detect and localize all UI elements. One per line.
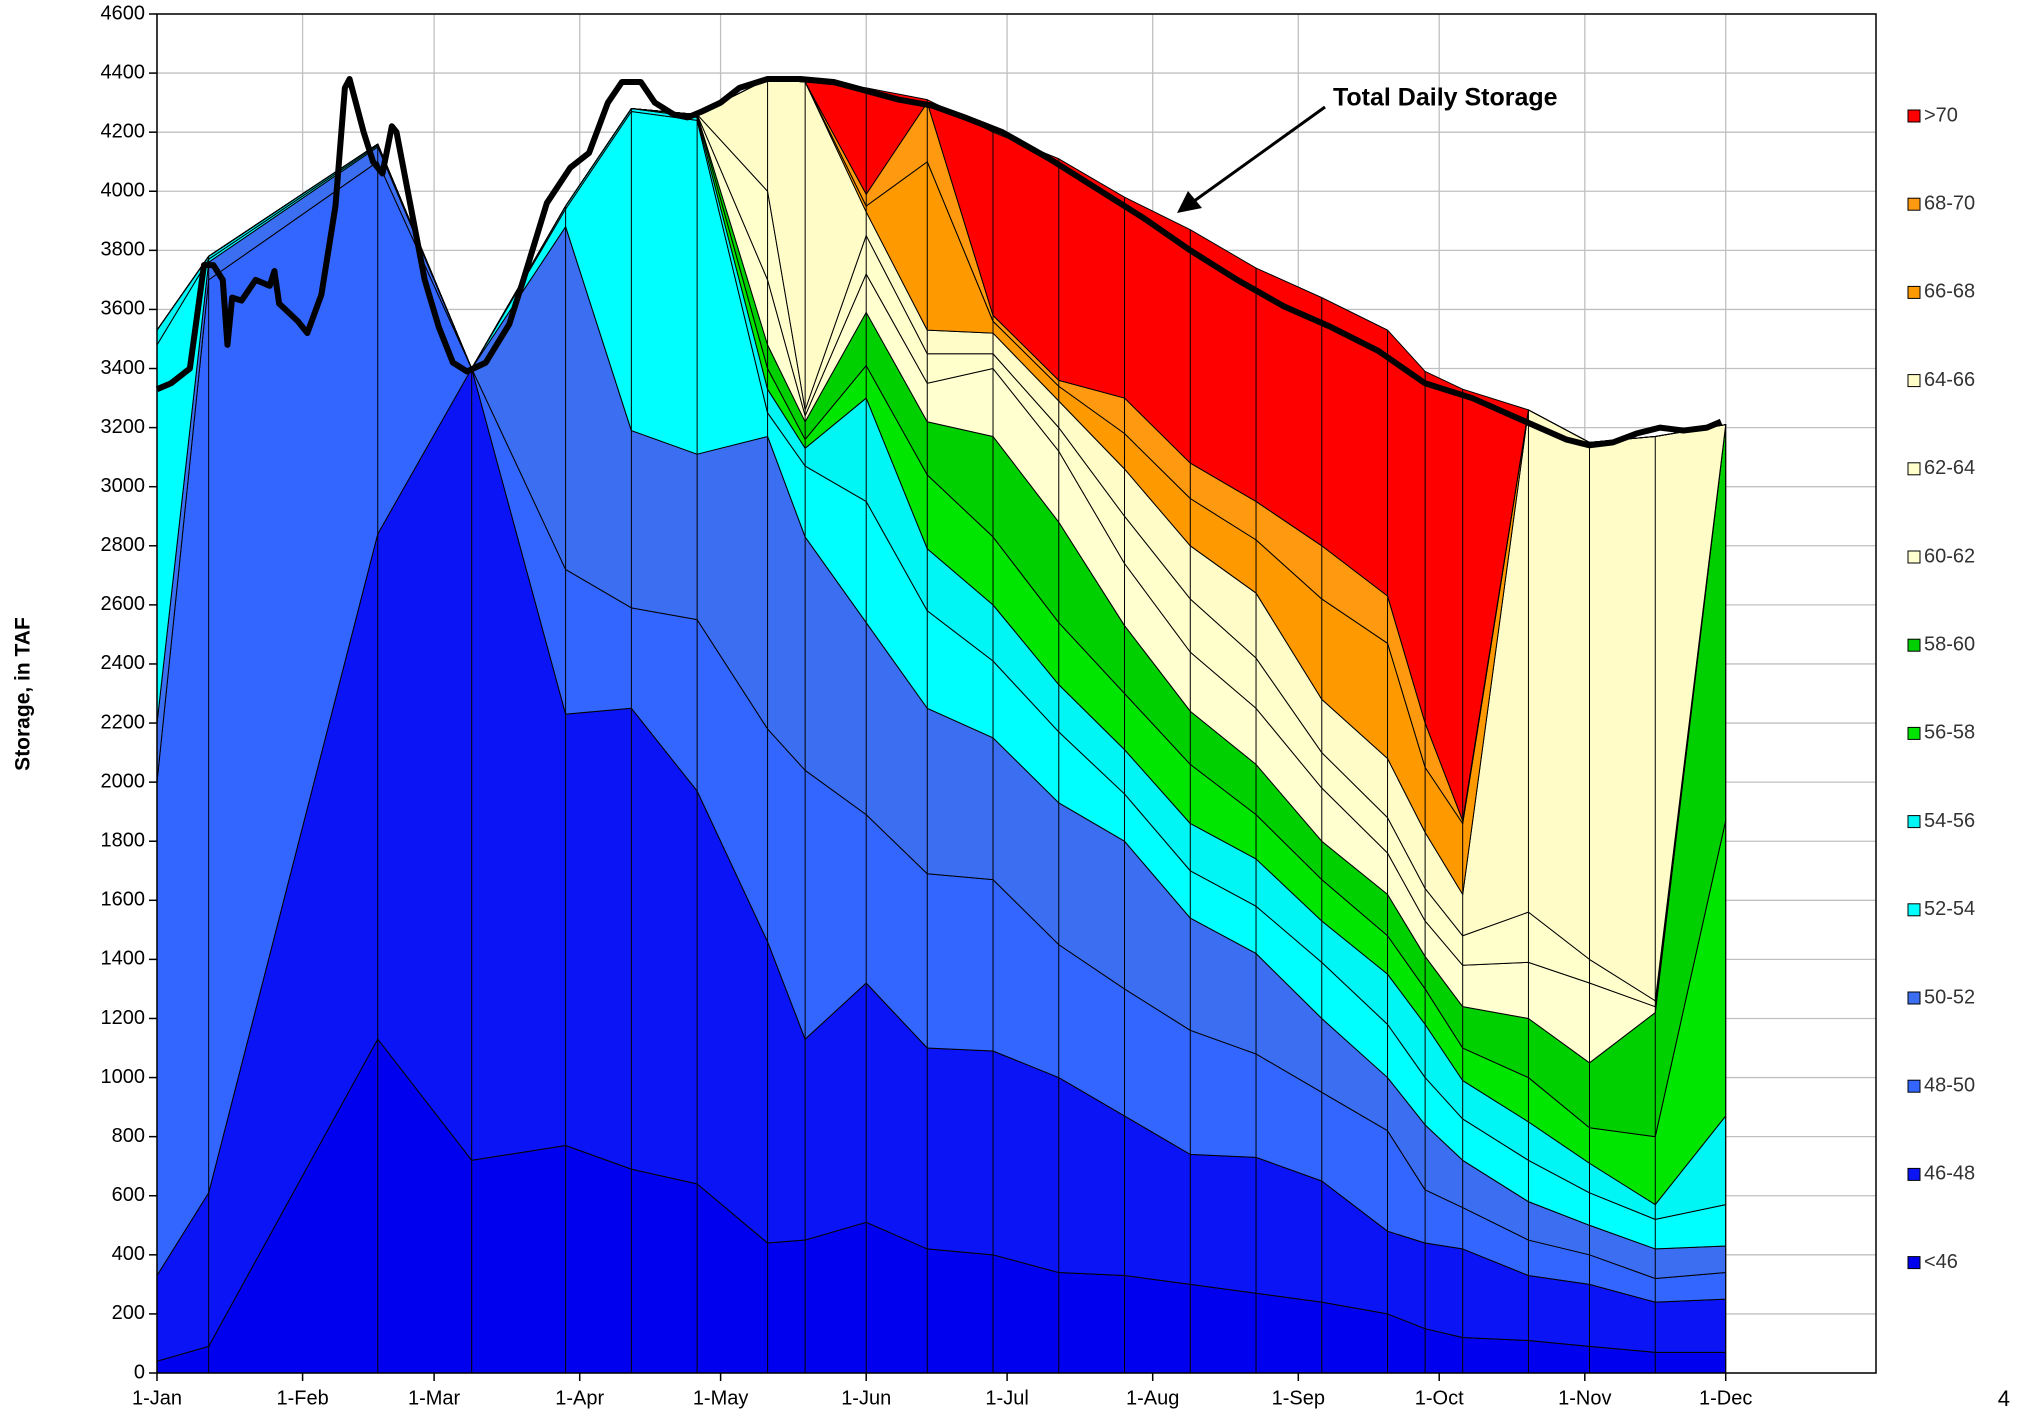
legend-swatch (1907, 1079, 1921, 1093)
annotation-arrow (1189, 105, 1326, 206)
legend-label: 52-54 (1924, 898, 1975, 920)
y-tick-label: 4200 (101, 120, 146, 142)
y-tick-label: 3000 (101, 475, 146, 497)
legend-label: >70 (1924, 104, 1958, 126)
y-tick-label: 3600 (101, 298, 146, 320)
plot-frame (156, 13, 1877, 1374)
legend-swatch (1907, 285, 1921, 299)
legend-swatch (1907, 197, 1921, 211)
x-tick-label: 1-Mar (408, 1387, 461, 1409)
legend-label: 58-60 (1924, 633, 1975, 655)
x-tick-label: 1-Jul (985, 1387, 1028, 1409)
y-tick-label: 2600 (101, 593, 146, 615)
y-axis-label: Storage, in TAF (12, 617, 35, 771)
legend-swatch (1907, 1256, 1921, 1270)
x-tick-label: 1-Feb (276, 1387, 328, 1409)
x-tick-label: 1-May (693, 1387, 749, 1409)
y-tick-label: 200 (112, 1302, 145, 1324)
legend-label: 60-62 (1924, 545, 1975, 567)
total-line (155, 75, 1723, 449)
x-tick-label: 1-Nov (1558, 1387, 1611, 1409)
legend-swatch (1907, 462, 1921, 476)
x-tick-label: 1-Jan (132, 1387, 182, 1409)
legend-swatch (1907, 109, 1921, 123)
legend-label: 48-50 (1924, 1074, 1975, 1096)
legend-swatch (1907, 903, 1921, 917)
y-tick-label: 1600 (101, 889, 146, 911)
legend-label: 46-48 (1924, 1163, 1975, 1185)
y-tick-label: 3200 (101, 416, 146, 438)
legend-swatch (1907, 638, 1921, 652)
x-tick-label: 1-Jun (841, 1387, 891, 1409)
y-tick-label: 4000 (101, 180, 146, 202)
y-tick-label: 0 (134, 1361, 145, 1383)
arrow-head (1177, 191, 1202, 213)
y-tick-label: 1400 (101, 948, 146, 970)
legend-label: 62-64 (1924, 457, 1975, 479)
y-tick-label: 400 (112, 1243, 145, 1265)
y-tick-label: 1000 (101, 1066, 146, 1088)
legend-label: 64-66 (1924, 369, 1975, 391)
y-tick-label: 2200 (101, 711, 146, 733)
legend-label: 56-58 (1924, 722, 1975, 744)
legend-label: 68-70 (1924, 192, 1975, 214)
legend-label: 66-68 (1924, 281, 1975, 303)
legend-swatch (1907, 991, 1921, 1005)
y-tick-label: 2800 (101, 534, 146, 556)
y-tick-label: 2400 (101, 652, 146, 674)
legend-swatch (1907, 815, 1921, 829)
legend-label: 54-56 (1924, 810, 1975, 832)
annotation: Total Daily Storage (1333, 84, 1558, 112)
legend-swatch (1907, 726, 1921, 740)
x-tick-label: 1-Dec (1699, 1387, 1752, 1409)
y-tick-label: 4400 (101, 61, 146, 83)
y-tick-label: 3400 (101, 357, 146, 379)
y-tick-label: 800 (112, 1125, 145, 1147)
legend-label: 50-52 (1924, 986, 1975, 1008)
legend-swatch (1907, 550, 1921, 564)
x-tick-label: 1-Apr (555, 1387, 604, 1409)
x-tick-label: 1-Aug (1126, 1387, 1179, 1409)
y-tick-label: 1200 (101, 1007, 146, 1029)
legend-label: <46 (1924, 1251, 1958, 1273)
y-tick-label: 4600 (101, 2, 146, 24)
x-tick-label: 1-Oct (1415, 1387, 1464, 1409)
x-tick-label: 1-Sep (1272, 1387, 1325, 1409)
y-tick-label: 600 (112, 1184, 145, 1206)
legend-swatch (1907, 1167, 1921, 1181)
page-number: 4 (1998, 1386, 2010, 1411)
y-tick-label: 1800 (101, 829, 146, 851)
y-tick-label: 2000 (101, 770, 146, 792)
y-tick-label: 3800 (101, 239, 146, 261)
legend-swatch (1907, 374, 1921, 388)
